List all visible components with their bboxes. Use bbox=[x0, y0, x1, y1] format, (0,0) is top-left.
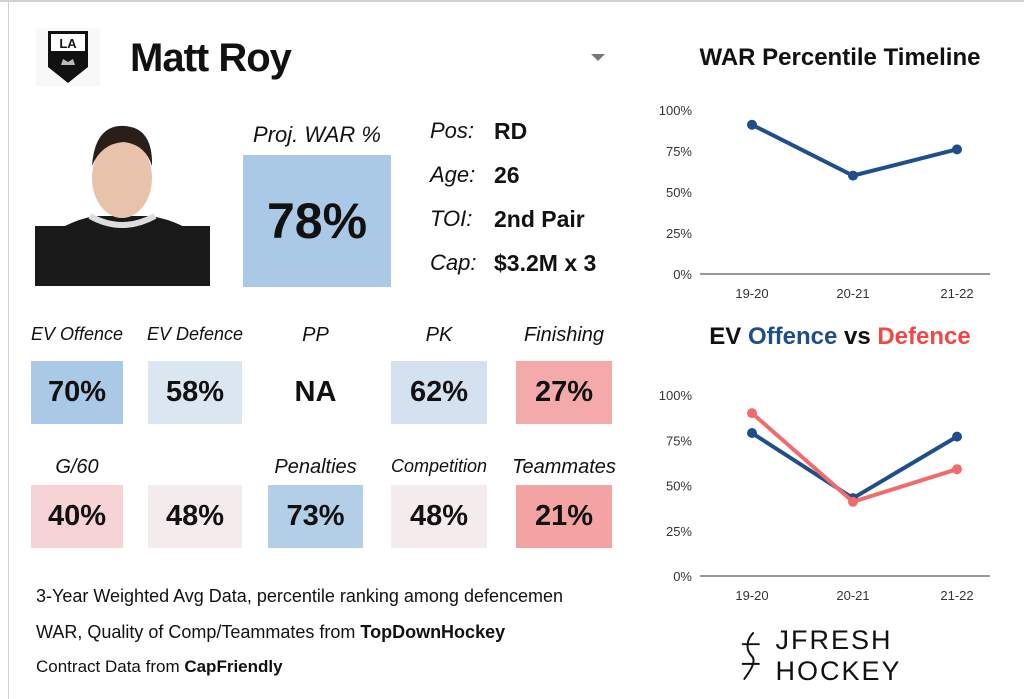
sheet-gridline bbox=[0, 0, 1024, 2]
stat-label: Penalties bbox=[274, 456, 357, 478]
y-tick-label: 0% bbox=[673, 267, 692, 282]
data-point bbox=[747, 119, 757, 130]
data-point bbox=[952, 464, 962, 475]
stat-value: NA bbox=[268, 361, 363, 424]
war-percentile-chart: 0% 25% 50% 75% 100% 19-20 20-21 21-22 bbox=[659, 103, 990, 301]
stat-value: 62% bbox=[391, 361, 487, 424]
footer-note: 3-Year Weighted Avg Data, percentile ran… bbox=[36, 586, 564, 606]
source-capfriendly: CapFriendly bbox=[184, 657, 283, 676]
data-point bbox=[747, 428, 757, 439]
series-line-war bbox=[751, 122, 958, 178]
ev-offence-defence-chart: 0% 25% 50% 75% 100% 19-20 20-21 21-22 bbox=[659, 388, 990, 603]
player-name: Matt Roy bbox=[130, 36, 292, 80]
proj-war-value: 78% bbox=[243, 155, 391, 287]
stat-label: Finishing bbox=[523, 324, 605, 346]
x-tick-label: 20-21 bbox=[836, 588, 869, 603]
info-label: Pos: bbox=[430, 118, 475, 143]
data-point bbox=[848, 496, 858, 507]
stat-value: 21% bbox=[516, 485, 612, 548]
x-tick-label: 19-20 bbox=[735, 286, 768, 301]
data-point bbox=[848, 170, 858, 181]
y-tick-label: 100% bbox=[659, 103, 693, 118]
data-point bbox=[952, 431, 962, 442]
y-tick-label: 75% bbox=[666, 144, 692, 159]
ev-chart-title: EV Offence vs Defence bbox=[660, 323, 1020, 351]
stat-value: 48% bbox=[391, 485, 487, 548]
info-value: $3.2M x 3 bbox=[494, 250, 597, 276]
proj-war-label: Proj. WAR % bbox=[253, 122, 381, 147]
info-label: Age: bbox=[430, 162, 476, 187]
war-chart-title: WAR Percentile Timeline bbox=[699, 44, 981, 71]
title-part: vs bbox=[837, 323, 878, 350]
x-tick-label: 21-22 bbox=[940, 286, 973, 301]
stat-value: 73% bbox=[268, 485, 363, 548]
stat-value: 58% bbox=[148, 361, 242, 424]
sheet-gridline bbox=[8, 0, 9, 699]
stat-label: EV Offence bbox=[30, 324, 124, 344]
info-value: 26 bbox=[494, 162, 520, 188]
source-topdownhockey: TopDownHockey bbox=[360, 622, 506, 642]
y-tick-label: 25% bbox=[666, 226, 692, 241]
stat-value: 40% bbox=[31, 485, 123, 548]
x-tick-label: 19-20 bbox=[735, 588, 768, 603]
stat-label: Competition bbox=[390, 456, 488, 476]
stat-label: PP bbox=[302, 324, 329, 346]
stat-value: 70% bbox=[31, 361, 123, 424]
footer-source-contract: Contract Data from CapFriendly bbox=[36, 657, 283, 677]
y-tick-label: 25% bbox=[666, 524, 692, 539]
series-line-defence bbox=[750, 411, 958, 505]
title-offence: Offence bbox=[747, 323, 838, 350]
y-tick-label: 75% bbox=[666, 433, 692, 448]
player-photo bbox=[35, 116, 210, 286]
footer-text: Contract Data from bbox=[36, 657, 185, 676]
stat-value: 27% bbox=[516, 361, 612, 424]
stat-label: G/60 bbox=[55, 456, 99, 478]
stat-label: PK bbox=[425, 324, 453, 346]
series-line-offence bbox=[750, 431, 959, 501]
y-tick-label: 100% bbox=[659, 388, 693, 403]
dropdown-arrow-icon[interactable] bbox=[591, 54, 605, 61]
info-value: 2nd Pair bbox=[494, 206, 585, 232]
stat-value: 48% bbox=[148, 485, 242, 548]
info-label: Cap: bbox=[430, 250, 477, 275]
y-tick-label: 50% bbox=[666, 185, 692, 200]
team-logo: LA bbox=[36, 28, 100, 86]
y-tick-label: 0% bbox=[673, 569, 692, 584]
title-part: EV bbox=[709, 323, 748, 350]
stat-label: Teammates bbox=[512, 456, 616, 478]
info-label: TOI: bbox=[430, 206, 473, 231]
brand-name: JFRESH HOCKEY bbox=[775, 625, 902, 686]
x-tick-label: 20-21 bbox=[836, 286, 869, 301]
title-defence: Defence bbox=[877, 323, 971, 350]
x-tick-label: 21-22 bbox=[940, 588, 973, 603]
svg-text:LA: LA bbox=[59, 36, 77, 51]
brand-logo: JFRESH HOCKEY bbox=[736, 625, 1024, 687]
footer-source-war: WAR, Quality of Comp/Teammates from TopD… bbox=[36, 622, 505, 643]
data-point bbox=[747, 408, 757, 419]
info-value: RD bbox=[494, 118, 528, 144]
data-point bbox=[952, 144, 962, 155]
y-tick-label: 50% bbox=[666, 479, 692, 494]
stat-label: EV Defence bbox=[146, 324, 244, 344]
footer-text: WAR, Quality of Comp/Teammates from bbox=[36, 622, 361, 642]
